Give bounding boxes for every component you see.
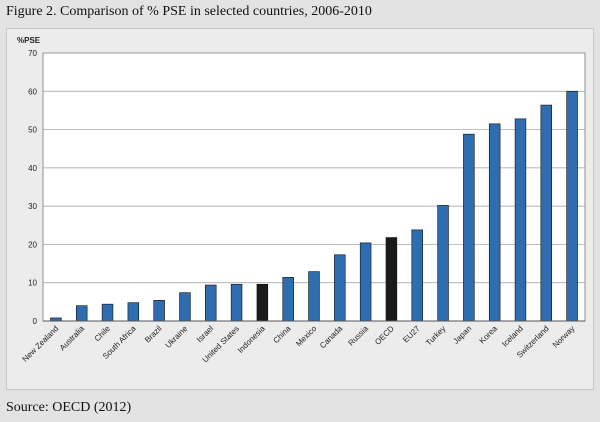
- bar-australia: [75, 305, 88, 322]
- x-tick-label: Canada: [318, 324, 345, 351]
- x-tick-label: Russia: [346, 324, 370, 348]
- x-tick-label: Chile: [93, 324, 113, 344]
- x-tick-label: OECD: [373, 324, 396, 347]
- x-tick-label: Mexico: [294, 324, 319, 349]
- figure-title: Figure 2. Comparison of % PSE in selecte…: [6, 4, 372, 19]
- bar-eu27: [411, 229, 423, 322]
- y-tick-label: 70: [28, 49, 37, 58]
- x-tick-label: EU27: [401, 324, 422, 345]
- y-axis-label: %PSE: [17, 36, 41, 45]
- bar-brazil: [153, 300, 165, 322]
- bar-korea: [488, 123, 501, 322]
- x-tick-label: Indonesia: [236, 324, 267, 355]
- bar-united-states: [230, 283, 243, 322]
- bar-chile: [101, 303, 114, 322]
- x-tick-label: Turkey: [424, 324, 447, 347]
- x-tick-label: Australia: [58, 324, 87, 353]
- bar-turkey: [437, 205, 449, 322]
- bar-oecd: [385, 237, 398, 322]
- y-tick-label: 60: [28, 87, 37, 96]
- x-tick-label: Iceland: [500, 324, 525, 349]
- y-tick-label: 10: [28, 279, 37, 288]
- x-tick-label: Japan: [451, 324, 473, 346]
- bar-switzerland: [540, 104, 553, 322]
- bar-south-africa: [127, 302, 140, 322]
- x-tick-label: Korea: [478, 324, 500, 346]
- chart-container: 0 10 20 30 40 50 60 70 %PSE New Zealand Australia C…: [6, 28, 594, 390]
- bar-canada: [334, 254, 346, 322]
- bar-mexico: [308, 271, 320, 322]
- bar-indonesia: [256, 283, 269, 322]
- x-tick-label: China: [271, 324, 293, 346]
- y-tick-label: 50: [28, 126, 37, 135]
- x-tick-label: Norway: [551, 324, 577, 350]
- bar-russia: [359, 242, 372, 322]
- figure-source: Source: OECD (2012): [6, 400, 132, 415]
- y-tick-label: 40: [28, 164, 37, 173]
- x-tick-label: Brazil: [143, 324, 164, 345]
- bar-iceland: [514, 118, 527, 322]
- bar-ukraine: [179, 292, 191, 322]
- x-tick-label: Israel: [195, 324, 215, 344]
- x-tick-label: Ukraine: [164, 324, 190, 350]
- y-tick-label: 20: [28, 240, 37, 249]
- bar-israel: [205, 284, 217, 322]
- y-tick-label: 30: [28, 202, 37, 211]
- bar-japan: [463, 133, 475, 322]
- x-tick-label: New Zealand: [21, 324, 61, 364]
- bar-norway: [566, 90, 578, 322]
- y-tick-label: 0: [33, 317, 38, 326]
- bar-china: [282, 277, 294, 322]
